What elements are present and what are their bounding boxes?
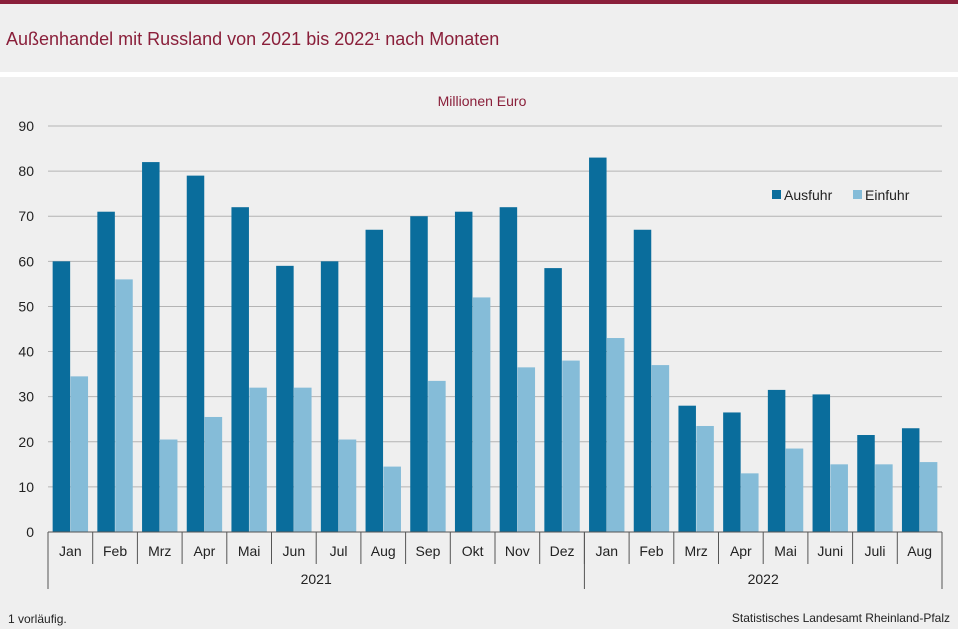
bar-ausfuhr-9: [410, 216, 428, 532]
unit-label: Millionen Euro: [438, 93, 527, 109]
bar-einfuhr-11: [517, 367, 536, 532]
bar-einfuhr-10: [472, 297, 491, 532]
bar-ausfuhr-1: [52, 261, 71, 532]
x-tick-label: Jan: [595, 543, 618, 559]
y-tick-label: 80: [18, 163, 34, 179]
bar-einfuhr-5: [249, 387, 267, 532]
x-tick-label: Feb: [103, 543, 127, 559]
x-tick-label: Mrz: [684, 543, 707, 559]
x-tick-label: Aug: [371, 543, 396, 559]
bar-einfuhr-16: [741, 473, 759, 532]
x-axis: Jan Feb Mrz Apr Mai Jun Jul Aug Sep Okt Nov Dez Jan F…: [47, 531, 943, 589]
legend-label-ausfuhr: Ausfuhr: [784, 187, 833, 203]
bar-ausfuhr-8: [365, 229, 384, 532]
x-tick-label: Juli: [864, 543, 885, 559]
title-divider: [0, 72, 958, 77]
x-tick-label: Apr: [730, 543, 752, 559]
bar-ausfuhr-11: [499, 207, 518, 532]
y-tick-label: 30: [18, 389, 34, 405]
legend-swatch-ausfuhr: [772, 190, 781, 199]
group-label-2022: 2022: [748, 571, 779, 587]
y-tick-label: 60: [18, 253, 34, 269]
y-tick-label: 40: [18, 344, 34, 360]
x-tick-label: Jun: [283, 543, 306, 559]
bar-einfuhr-1: [70, 376, 89, 532]
group-label-2021: 2021: [301, 571, 332, 587]
bar-ausfuhr-7: [320, 261, 339, 532]
bar-ausfuhr-18: [812, 394, 831, 532]
bar-ausfuhr-16: [723, 412, 741, 532]
bar-ausfuhr-20: [901, 428, 920, 532]
x-tick-label: Jul: [330, 543, 348, 559]
y-tick-label: 20: [18, 434, 34, 450]
bar-einfuhr-13: [606, 338, 625, 532]
bar-einfuhr-7: [338, 439, 357, 532]
y-tick-label: 90: [18, 118, 34, 134]
y-tick-label: 70: [18, 208, 34, 224]
y-tick-label: 0: [26, 524, 34, 540]
x-tick-label: Dez: [550, 543, 575, 559]
x-tick-label: Jan: [59, 543, 82, 559]
bar-einfuhr-19: [875, 464, 893, 532]
y-axis: 0 10 20 30 40 50 60 70 80 90: [18, 118, 34, 540]
x-tick-label: Apr: [194, 543, 216, 559]
x-tick-label: Feb: [639, 543, 663, 559]
source-credit: Statistisches Landesamt Rheinland-Pfalz: [731, 611, 950, 625]
bar-ausfuhr-4: [186, 175, 205, 532]
bar-ausfuhr-14: [633, 229, 652, 532]
x-tick-label: Mai: [774, 543, 797, 559]
bar-einfuhr-9: [428, 380, 446, 532]
bar-einfuhr-8: [383, 466, 401, 532]
bar-einfuhr-6: [294, 387, 312, 532]
bar-einfuhr-14: [651, 365, 670, 532]
chart-title: Außenhandel mit Russland von 2021 bis 20…: [6, 29, 500, 49]
legend-swatch-einfuhr: [853, 190, 862, 199]
y-tick-label: 10: [18, 479, 34, 495]
bar-einfuhr-4: [204, 416, 223, 532]
bar-ausfuhr-2: [97, 211, 115, 532]
x-tick-label: Mai: [238, 543, 261, 559]
x-tick-label: Mrz: [148, 543, 171, 559]
bar-einfuhr-3: [159, 439, 178, 532]
x-tick-label: Aug: [907, 543, 932, 559]
bar-ausfuhr-3: [142, 162, 160, 533]
bar-einfuhr-12: [562, 360, 580, 532]
x-tick-label: Okt: [462, 543, 484, 559]
x-tick-label: Nov: [505, 543, 530, 559]
bar-ausfuhr-5: [231, 207, 249, 532]
bar-einfuhr-17: [785, 448, 804, 532]
bar-ausfuhr-17: [767, 389, 786, 532]
bar-ausfuhr-6: [276, 265, 294, 532]
bar-einfuhr-20: [919, 462, 938, 532]
legend: Ausfuhr Einfuhr: [772, 187, 910, 203]
y-tick-label: 50: [18, 298, 34, 314]
footnote: 1 vorläufig.: [8, 612, 67, 626]
legend-label-einfuhr: Einfuhr: [865, 187, 910, 203]
x-tick-label: Juni: [817, 543, 843, 559]
bar-ausfuhr-10: [454, 211, 473, 532]
bar-einfuhr-15: [696, 425, 714, 532]
bar-einfuhr-18: [830, 464, 848, 532]
bar-ausfuhr-15: [678, 405, 696, 532]
bars: [52, 157, 938, 533]
bar-ausfuhr-13: [589, 157, 607, 533]
bar-ausfuhr-12: [544, 268, 562, 532]
x-tick-label: Sep: [415, 543, 440, 559]
bar-ausfuhr-19: [857, 435, 875, 532]
top-accent-bar: [0, 0, 958, 4]
gridlines: [48, 125, 942, 488]
bar-einfuhr-2: [115, 279, 133, 532]
